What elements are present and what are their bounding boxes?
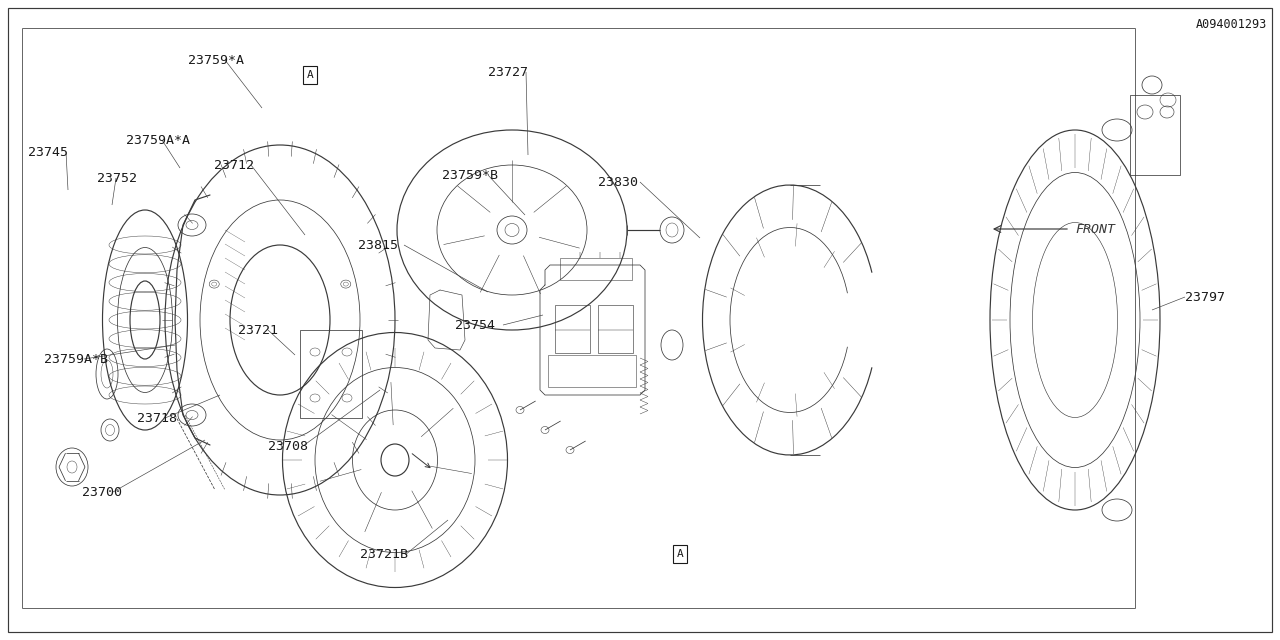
Text: 23721: 23721	[238, 323, 278, 337]
Text: 23745: 23745	[28, 145, 68, 159]
Text: 23815: 23815	[358, 239, 398, 252]
Text: 23759A*A: 23759A*A	[125, 134, 189, 147]
Bar	[561, 258, 632, 280]
Text: 23752: 23752	[97, 172, 137, 184]
Text: A094001293: A094001293	[1196, 17, 1267, 31]
Text: 23830: 23830	[598, 175, 637, 189]
Text: 23708: 23708	[268, 440, 308, 452]
Text: 23700: 23700	[82, 486, 122, 499]
Text: 23759*B: 23759*B	[442, 168, 498, 182]
Text: FRONT: FRONT	[1075, 223, 1115, 236]
Text: A: A	[677, 549, 684, 559]
Text: 23759*A: 23759*A	[188, 54, 244, 67]
Text: 23797: 23797	[1185, 291, 1225, 303]
Text: 23759A*B: 23759A*B	[44, 353, 108, 365]
Bar	[548, 355, 636, 387]
Bar	[1130, 95, 1180, 175]
Text: 23712: 23712	[214, 159, 253, 172]
Bar	[556, 305, 590, 353]
Text: A: A	[307, 70, 314, 80]
Text: 23754: 23754	[454, 319, 495, 332]
Text: 23727: 23727	[488, 65, 529, 79]
Bar	[598, 305, 634, 353]
Text: 23718: 23718	[137, 412, 177, 424]
Bar	[300, 330, 362, 418]
Text: 23721B: 23721B	[360, 548, 408, 561]
